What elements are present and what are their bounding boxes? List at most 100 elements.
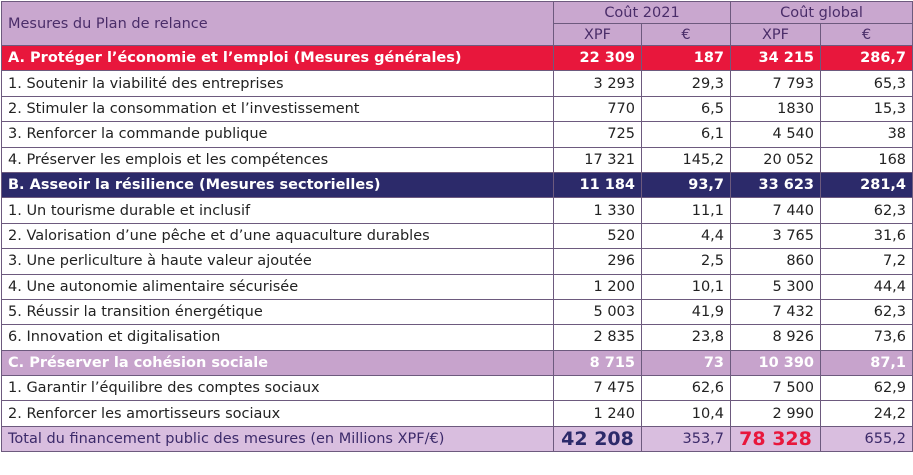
item-value: 15,3 bbox=[820, 95, 913, 123]
item-row: 1. Un tourisme durable et inclusif 1 330 1… bbox=[1, 197, 913, 224]
item-row: 4. Une autonomie alimentaire sécurisée 1 … bbox=[1, 273, 913, 300]
section-row: A. Protéger l’économie et l’emploi (Mesu… bbox=[1, 44, 913, 72]
item-value: 1 330 bbox=[553, 197, 642, 224]
section-total: 8 715 bbox=[553, 349, 642, 377]
item-value: 44,4 bbox=[820, 273, 913, 300]
item-value: 5 300 bbox=[730, 273, 822, 300]
total-value: 78 328 bbox=[730, 425, 822, 453]
item-value: 7 432 bbox=[730, 298, 822, 326]
section-total: 187 bbox=[640, 44, 732, 72]
item-value: 31,6 bbox=[820, 222, 913, 250]
item-label: 2. Renforcer les amortisseurs sociaux bbox=[1, 400, 554, 427]
item-label: 1. Un tourisme durable et inclusif bbox=[1, 197, 554, 224]
item-value: 520 bbox=[553, 222, 642, 250]
item-label: 2. Valorisation d’une pêche et d’une aqu… bbox=[1, 222, 554, 250]
item-value: 62,3 bbox=[820, 298, 913, 326]
item-value: 38 bbox=[820, 121, 913, 148]
item-value: 3 293 bbox=[553, 70, 642, 97]
section-total: 286,7 bbox=[820, 44, 913, 72]
item-value: 5 003 bbox=[553, 298, 642, 326]
total-value: 655,2 bbox=[820, 425, 913, 453]
total-label: Total du financement public des mesures … bbox=[1, 425, 554, 453]
item-value: 17 321 bbox=[553, 146, 642, 173]
section-total: 11 184 bbox=[553, 171, 642, 199]
item-value: 1 240 bbox=[553, 400, 642, 427]
item-value: 770 bbox=[553, 95, 642, 123]
section-total: 93,7 bbox=[640, 171, 732, 199]
item-row: 2. Renforcer les amortisseurs sociaux 1 2… bbox=[1, 400, 913, 427]
section-total: 33 623 bbox=[730, 171, 822, 199]
funding-table: Mesures du Plan de relance Coût 2021 Coû… bbox=[1, 1, 913, 453]
item-value: 168 bbox=[820, 146, 913, 173]
item-value: 2,5 bbox=[640, 248, 732, 275]
unit-header: XPF bbox=[730, 23, 822, 46]
item-row: 1. Garantir l’équilibre des comptes soci… bbox=[1, 375, 913, 402]
item-value: 4,4 bbox=[640, 222, 732, 250]
section-title: A. Protéger l’économie et l’emploi (Mesu… bbox=[1, 44, 554, 72]
item-label: 4. Une autonomie alimentaire sécurisée bbox=[1, 273, 554, 300]
item-value: 10,4 bbox=[640, 400, 732, 427]
item-label: 1. Garantir l’équilibre des comptes soci… bbox=[1, 375, 554, 402]
item-label: 1. Soutenir la viabilité des entreprises bbox=[1, 70, 554, 97]
item-label: 2. Stimuler la consommation et l’investi… bbox=[1, 95, 554, 123]
section-title: B. Asseoir la résilience (Mesures sector… bbox=[1, 171, 554, 199]
item-label: 5. Réussir la transition énergétique bbox=[1, 298, 554, 326]
item-row: 4. Préserver les emplois et les compéten… bbox=[1, 146, 913, 173]
item-value: 860 bbox=[730, 248, 822, 275]
unit-header: € bbox=[820, 23, 913, 46]
item-row: 6. Innovation et digitalisation 2 835 23,8… bbox=[1, 324, 913, 351]
item-value: 20 052 bbox=[730, 146, 822, 173]
section-total: 73 bbox=[640, 349, 732, 377]
item-value: 7 793 bbox=[730, 70, 822, 97]
total-row: Total du financement public des mesures … bbox=[1, 425, 913, 453]
item-value: 8 926 bbox=[730, 324, 822, 351]
section-total: 281,4 bbox=[820, 171, 913, 199]
item-row: 1. Soutenir la viabilité des entreprises… bbox=[1, 70, 913, 97]
header-title: Mesures du Plan de relance bbox=[1, 1, 554, 46]
item-value: 11,1 bbox=[640, 197, 732, 224]
unit-header: XPF bbox=[553, 23, 642, 46]
item-value: 23,8 bbox=[640, 324, 732, 351]
item-value: 62,3 bbox=[820, 197, 913, 224]
item-label: 3. Renforcer la commande publique bbox=[1, 121, 554, 148]
item-row: 3. Une perliculture à haute valeur ajout… bbox=[1, 248, 913, 275]
item-value: 725 bbox=[553, 121, 642, 148]
item-value: 65,3 bbox=[820, 70, 913, 97]
item-value: 145,2 bbox=[640, 146, 732, 173]
item-value: 41,9 bbox=[640, 298, 732, 326]
item-value: 62,6 bbox=[640, 375, 732, 402]
item-value: 7,2 bbox=[820, 248, 913, 275]
item-label: 3. Une perliculture à haute valeur ajout… bbox=[1, 248, 554, 275]
item-value: 7 475 bbox=[553, 375, 642, 402]
item-value: 7 440 bbox=[730, 197, 822, 224]
item-value: 4 540 bbox=[730, 121, 822, 148]
item-value: 10,1 bbox=[640, 273, 732, 300]
group-header: Coût global bbox=[730, 1, 913, 24]
section-row: B. Asseoir la résilience (Mesures sector… bbox=[1, 171, 913, 199]
item-value: 24,2 bbox=[820, 400, 913, 427]
section-total: 22 309 bbox=[553, 44, 642, 72]
item-row: 5. Réussir la transition énergétique 5 00… bbox=[1, 298, 913, 326]
item-row: 3. Renforcer la commande publique 725 6,1 4… bbox=[1, 121, 913, 148]
total-value: 353,7 bbox=[640, 425, 732, 453]
section-total: 10 390 bbox=[730, 349, 822, 377]
unit-header: € bbox=[640, 23, 732, 46]
item-value: 3 765 bbox=[730, 222, 822, 250]
item-row: 2. Valorisation d’une pêche et d’une aqu… bbox=[1, 222, 913, 250]
section-title: C. Préserver la cohésion sociale bbox=[1, 349, 554, 377]
item-row: 2. Stimuler la consommation et l’investi… bbox=[1, 95, 913, 123]
section-total: 34 215 bbox=[730, 44, 822, 72]
item-value: 6,5 bbox=[640, 95, 732, 123]
item-value: 296 bbox=[553, 248, 642, 275]
item-value: 2 990 bbox=[730, 400, 822, 427]
item-value: 7 500 bbox=[730, 375, 822, 402]
item-value: 2 835 bbox=[553, 324, 642, 351]
item-label: 6. Innovation et digitalisation bbox=[1, 324, 554, 351]
section-row: C. Préserver la cohésion sociale 8 715 73 1… bbox=[1, 349, 913, 377]
section-total: 87,1 bbox=[820, 349, 913, 377]
item-value: 29,3 bbox=[640, 70, 732, 97]
item-value: 73,6 bbox=[820, 324, 913, 351]
total-value: 42 208 bbox=[553, 425, 642, 453]
item-value: 6,1 bbox=[640, 121, 732, 148]
item-value: 1830 bbox=[730, 95, 822, 123]
